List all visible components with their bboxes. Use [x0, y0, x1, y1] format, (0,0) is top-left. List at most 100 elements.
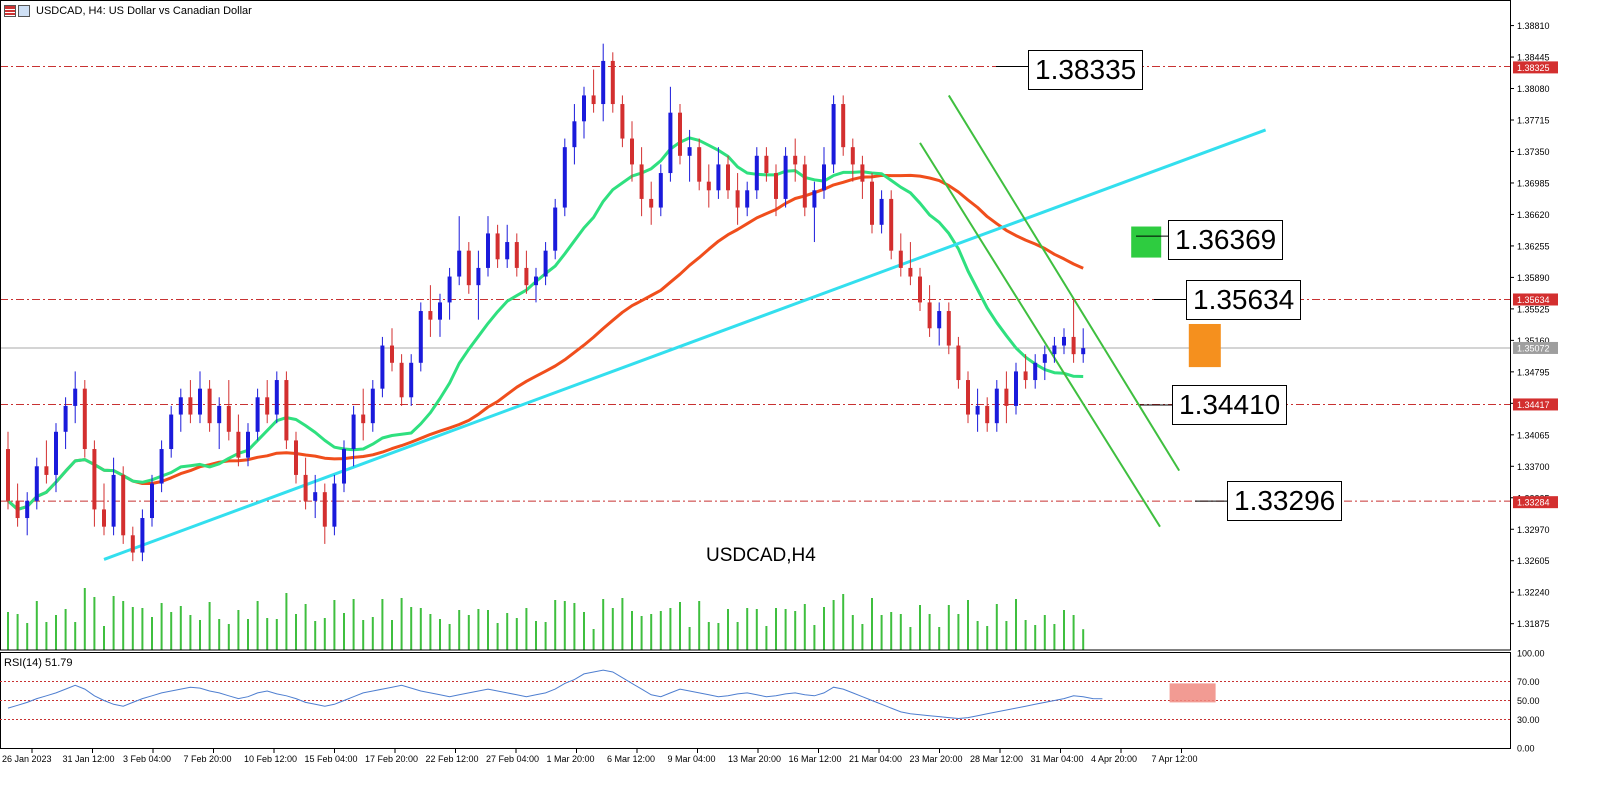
volume-bar	[957, 614, 960, 650]
volume-bar	[295, 614, 297, 650]
volume-bar	[179, 606, 182, 650]
level-label-1-35634[interactable]: 1.35634	[1186, 280, 1302, 320]
candle-body	[889, 198, 894, 251]
candle-body	[639, 164, 644, 199]
candle-body	[793, 155, 798, 165]
x-tick-label: 7 Feb 20:00	[184, 754, 232, 764]
candle-body	[1042, 354, 1047, 363]
candle-body	[351, 414, 356, 450]
volume-bar	[410, 607, 413, 650]
rsi-tick-label: 50.00	[1517, 696, 1540, 706]
volume-bar	[631, 611, 633, 650]
x-tick-label: 28 Mar 12:00	[970, 754, 1023, 764]
candle-body	[102, 509, 106, 527]
volume-bar	[535, 621, 537, 650]
candle-body	[150, 483, 154, 519]
volume-bar	[746, 608, 749, 650]
level-label-1-34410[interactable]: 1.34410	[1172, 385, 1288, 425]
chart-toolbar-icon[interactable]	[4, 5, 30, 17]
candle-body	[1004, 388, 1009, 406]
candle-body	[687, 147, 692, 156]
volume-bar	[304, 604, 307, 650]
volume-bar	[141, 608, 144, 650]
rsi-tick-label: 100.00	[1517, 649, 1545, 659]
volume-bar	[16, 614, 19, 650]
candle-body	[274, 380, 279, 415]
volume-bar	[707, 622, 710, 650]
volume-bar	[1034, 625, 1037, 650]
candle-body	[73, 388, 78, 406]
candle-body	[495, 233, 500, 260]
candle-body	[937, 311, 942, 329]
volume-bar	[381, 599, 384, 650]
volume-bar	[333, 600, 336, 650]
candle-body	[409, 362, 414, 398]
volume-bar	[784, 609, 787, 650]
candle-body	[255, 397, 260, 432]
candle-body	[706, 181, 711, 191]
level-label-1-38335[interactable]: 1.38335	[1028, 50, 1144, 90]
volume-bar	[669, 608, 672, 650]
candle-body	[121, 474, 126, 536]
volume-bar	[650, 614, 653, 650]
price-tag-bg	[1513, 341, 1558, 354]
volume-bar	[362, 620, 365, 650]
candle-body	[111, 474, 116, 527]
candle-body	[860, 164, 865, 182]
candle-body	[994, 388, 999, 424]
candle-body	[313, 492, 318, 501]
volume-bar	[602, 599, 605, 650]
candle-body	[726, 164, 730, 191]
candle-body	[476, 267, 481, 286]
candle-body	[870, 181, 874, 225]
candle-body	[543, 250, 548, 277]
volume-bar	[122, 601, 125, 650]
candle-body	[831, 104, 836, 165]
x-tick-label: 6 Mar 12:00	[607, 754, 655, 764]
volume-bar	[7, 612, 9, 650]
rsi-line	[7, 669, 1103, 720]
volume-bar	[832, 600, 835, 650]
volume-bar	[160, 603, 163, 650]
candle-body	[946, 311, 951, 346]
y-tick-label: 1.32605	[1517, 556, 1550, 566]
volume-bar	[967, 600, 969, 650]
volume-bar	[199, 620, 201, 650]
volume-bar	[218, 619, 221, 650]
candle-body	[140, 518, 145, 553]
y-tick-label: 1.34795	[1517, 367, 1550, 377]
volume-bar	[611, 608, 614, 650]
y-tick-label: 1.33700	[1517, 462, 1550, 472]
candle-body	[82, 388, 87, 450]
candle-body	[582, 95, 586, 122]
candle-body	[380, 345, 385, 389]
volume-bar	[314, 621, 317, 650]
candle-body	[188, 397, 193, 415]
level-label-1-36369[interactable]: 1.36369	[1168, 220, 1284, 260]
volume-bar	[391, 620, 393, 650]
indicator-lines	[6, 66, 1267, 561]
candle-body	[342, 449, 346, 484]
channel-upper-line	[947, 94, 1181, 472]
candle-body	[226, 405, 231, 432]
candle-body	[1014, 371, 1018, 406]
volume-bar	[467, 615, 470, 650]
x-tick-label: 16 Mar 12:00	[789, 754, 842, 764]
volume-bar	[899, 614, 902, 650]
candle-body	[966, 380, 970, 415]
rsi-tick-label: 0.00	[1517, 744, 1535, 754]
volume-bar	[928, 614, 931, 650]
volume-bar	[621, 598, 624, 650]
y-tick-label: 1.32240	[1517, 588, 1550, 598]
volume-bar	[861, 624, 864, 650]
candle-body	[601, 60, 606, 105]
candle-body	[322, 492, 327, 527]
candle-body	[591, 95, 596, 105]
level-label-1-33296[interactable]: 1.33296	[1227, 481, 1343, 521]
x-tick-label: 21 Mar 04:00	[849, 754, 902, 764]
volume-bar	[986, 626, 989, 650]
volume-bar	[352, 599, 355, 650]
price-tag-bg	[1513, 61, 1558, 74]
volume-bar	[496, 623, 499, 650]
